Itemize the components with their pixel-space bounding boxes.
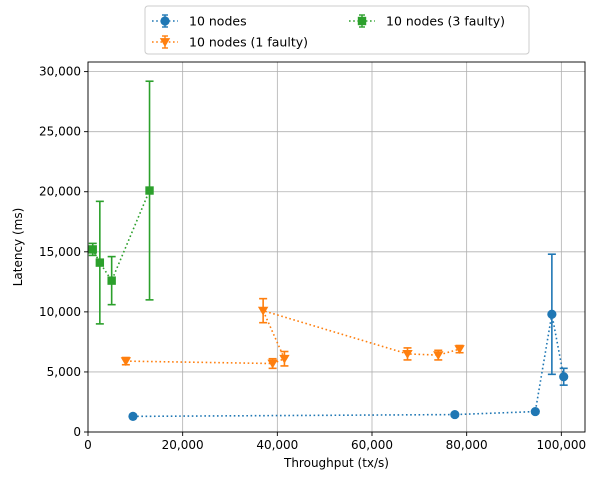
series-1 xyxy=(120,297,465,370)
y-tick-label: 10,000 xyxy=(39,305,81,319)
series-line xyxy=(92,190,151,283)
data-point xyxy=(128,411,138,421)
y-tick-label: 30,000 xyxy=(39,65,81,79)
data-point xyxy=(88,245,97,254)
x-tick-label: 20,000 xyxy=(162,438,204,452)
legend-marker xyxy=(160,16,170,26)
data-point xyxy=(267,359,278,369)
data-point xyxy=(454,345,465,355)
y-tick-label: 25,000 xyxy=(39,125,81,139)
data-point xyxy=(547,309,557,319)
x-tick-label: 40,000 xyxy=(256,438,298,452)
legend-item-2: 10 nodes (3 faulty) xyxy=(349,14,505,29)
y-tick-label: 20,000 xyxy=(39,185,81,199)
x-tick-label: 60,000 xyxy=(351,438,393,452)
x-tick-label: 80,000 xyxy=(446,438,488,452)
series-layer xyxy=(88,80,569,421)
legend-label: 10 nodes (3 faulty) xyxy=(386,14,505,29)
y-tick-label: 0 xyxy=(73,425,81,439)
data-point xyxy=(279,354,290,364)
plot-frame xyxy=(87,61,586,433)
data-point xyxy=(530,406,540,417)
legend-marker xyxy=(357,16,367,26)
series-0 xyxy=(128,253,569,421)
data-point xyxy=(433,351,444,361)
series-line xyxy=(125,309,460,365)
x-tick-label: 100,000 xyxy=(537,438,587,452)
legend-marker xyxy=(159,38,171,47)
y-tick-label: 15,000 xyxy=(39,245,81,259)
grid-lines xyxy=(87,62,585,433)
y-axis-ticks: 0 5,000 10,000 15,000 20,000 25,000 30,000 xyxy=(39,65,88,439)
data-point xyxy=(559,372,569,382)
data-point xyxy=(107,276,116,285)
data-point xyxy=(402,350,413,359)
legend-item-0: 10 nodes xyxy=(152,14,247,29)
legend: 10 nodes 10 nodes (1 faulty) 10 nodes (3 f… xyxy=(144,5,530,55)
legend-item-1: 10 nodes (1 faulty) xyxy=(152,35,308,50)
y-tick-label: 5,000 xyxy=(47,365,81,379)
y-axis-title: Latency (ms) xyxy=(11,208,25,287)
x-axis-ticks: 0 20,000 40,000 60,000 80,000 100,000 xyxy=(84,432,586,452)
series-line xyxy=(132,314,565,418)
data-point xyxy=(257,306,269,316)
data-point xyxy=(450,409,460,420)
data-point xyxy=(120,357,132,367)
legend-label: 10 nodes (1 faulty) xyxy=(189,35,308,50)
series-2 xyxy=(88,80,154,325)
data-point xyxy=(95,258,105,267)
x-tick-label: 0 xyxy=(84,438,92,452)
data-point xyxy=(145,186,154,195)
x-axis-title: Throughput (tx/s) xyxy=(283,456,389,470)
legend-box xyxy=(144,5,530,55)
legend-label: 10 nodes xyxy=(189,14,247,29)
